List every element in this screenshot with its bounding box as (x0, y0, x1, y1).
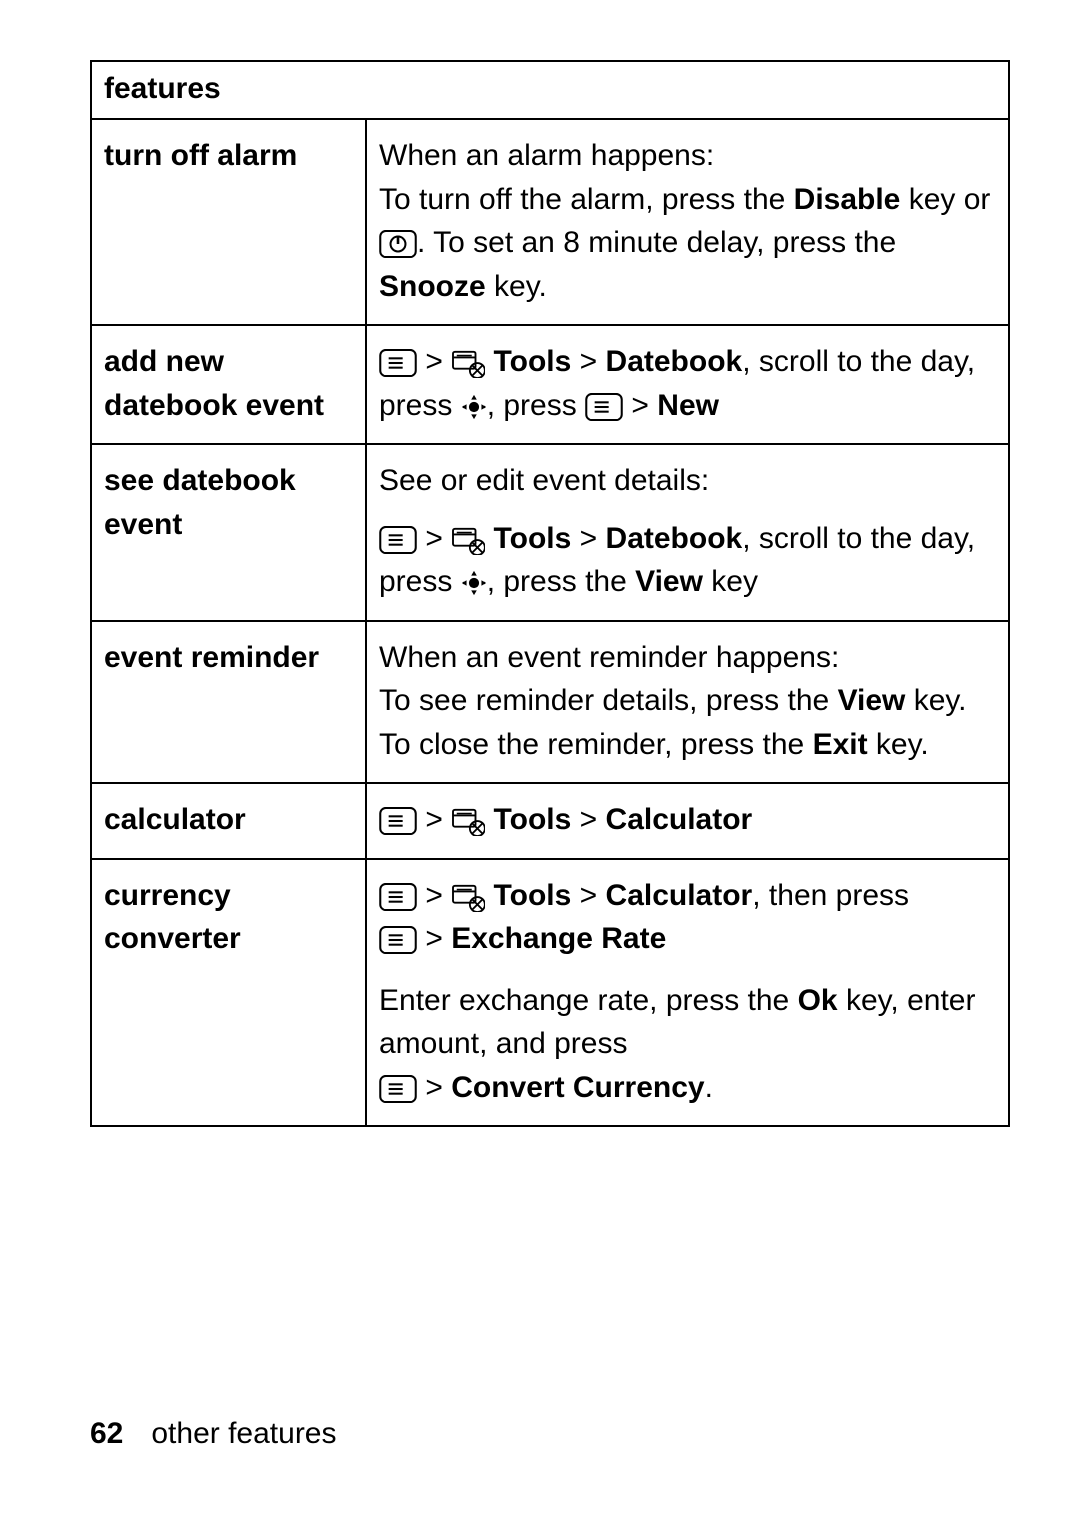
table-row: event reminder When an event reminder ha… (91, 621, 1009, 784)
text: > (571, 522, 605, 555)
view-key-label: View (635, 565, 703, 598)
convert-currency-label: Convert Currency (451, 1071, 704, 1104)
text: Enter exchange rate, press the (379, 984, 798, 1017)
text: To see reminder details, press the (379, 684, 838, 717)
exit-key-label: Exit (813, 728, 868, 761)
tools-icon (451, 882, 485, 912)
text: . (705, 1071, 713, 1104)
text: . To set an 8 minute delay, press the (417, 226, 896, 259)
text: > (425, 1071, 451, 1104)
menu-key-icon (379, 807, 417, 835)
text: , then press (752, 879, 909, 912)
view-key-label: View (838, 684, 906, 717)
text: > (571, 345, 605, 378)
text: > (425, 879, 451, 912)
text: , press (487, 389, 585, 422)
text: key. (486, 270, 547, 303)
feature-name: calculator (91, 783, 366, 859)
feature-desc: > Tools > Calculator (366, 783, 1009, 859)
text: > (417, 803, 451, 836)
menu-key-icon (379, 926, 417, 954)
feature-name: turn off alarm (91, 119, 366, 325)
tools-icon (451, 348, 485, 378)
text: > (623, 389, 657, 422)
text: key (703, 565, 758, 598)
table-row: currency converter > Tools > Calculator,… (91, 859, 1009, 1127)
feature-desc: When an alarm happens: To turn off the a… (366, 119, 1009, 325)
text: key or (900, 183, 990, 216)
snooze-key-label: Snooze (379, 270, 486, 303)
table-row: calculator > Tools > Calculator (91, 783, 1009, 859)
calculator-label: Calculator (606, 803, 753, 836)
table-row: see datebook event See or edit event det… (91, 444, 1009, 621)
center-key-icon (461, 394, 487, 420)
feature-name: currency converter (91, 859, 366, 1127)
tools-label: Tools (494, 803, 572, 836)
tools-icon (451, 525, 485, 555)
feature-desc: When an event reminder happens: To see r… (366, 621, 1009, 784)
exchange-rate-label: Exchange Rate (451, 922, 666, 955)
feature-desc: See or edit event details: > Tools > Dat… (366, 444, 1009, 621)
tools-icon (451, 806, 485, 836)
calculator-label: Calculator (606, 879, 753, 912)
feature-desc: > Tools > Calculator, then press > Excha… (366, 859, 1009, 1127)
menu-key-icon (379, 526, 417, 554)
page-footer: 62 other features (90, 1417, 337, 1451)
table-row: add new datebook event > Tools > Dateboo… (91, 325, 1009, 444)
datebook-label: Datebook (606, 522, 743, 555)
text: > (417, 345, 451, 378)
feature-name: see datebook event (91, 444, 366, 621)
menu-key-icon (379, 349, 417, 377)
text: > (571, 803, 605, 836)
text: > (417, 522, 451, 555)
text: To turn off the alarm, press the (379, 183, 794, 216)
table-row: turn off alarm When an alarm happens: To… (91, 119, 1009, 325)
text: When an alarm happens: (379, 139, 714, 172)
end-key-icon (379, 230, 417, 258)
section-title: other features (151, 1417, 336, 1450)
tools-label: Tools (494, 522, 572, 555)
text: key. (868, 728, 929, 761)
page-number: 62 (90, 1417, 123, 1450)
new-label: New (657, 389, 719, 422)
text: > (417, 922, 451, 955)
ok-key-label: Ok (798, 984, 838, 1017)
feature-name: add new datebook event (91, 325, 366, 444)
text: , press the (487, 565, 635, 598)
menu-key-icon (585, 393, 623, 421)
center-key-icon (461, 570, 487, 596)
table-header: features (91, 61, 1009, 119)
text: When an event reminder happens: (379, 641, 839, 674)
features-table: features turn off alarm When an alarm ha… (90, 60, 1010, 1127)
tools-label: Tools (494, 879, 572, 912)
text: > (571, 879, 605, 912)
feature-desc: > Tools > Datebook, scroll to the day, p… (366, 325, 1009, 444)
text: See or edit event details: (379, 464, 709, 497)
menu-key-icon (379, 1075, 417, 1103)
menu-key-icon (379, 883, 417, 911)
tools-label: Tools (494, 345, 572, 378)
datebook-label: Datebook (606, 345, 743, 378)
feature-name: event reminder (91, 621, 366, 784)
manual-page: features turn off alarm When an alarm ha… (0, 0, 1080, 1521)
disable-key-label: Disable (794, 183, 901, 216)
